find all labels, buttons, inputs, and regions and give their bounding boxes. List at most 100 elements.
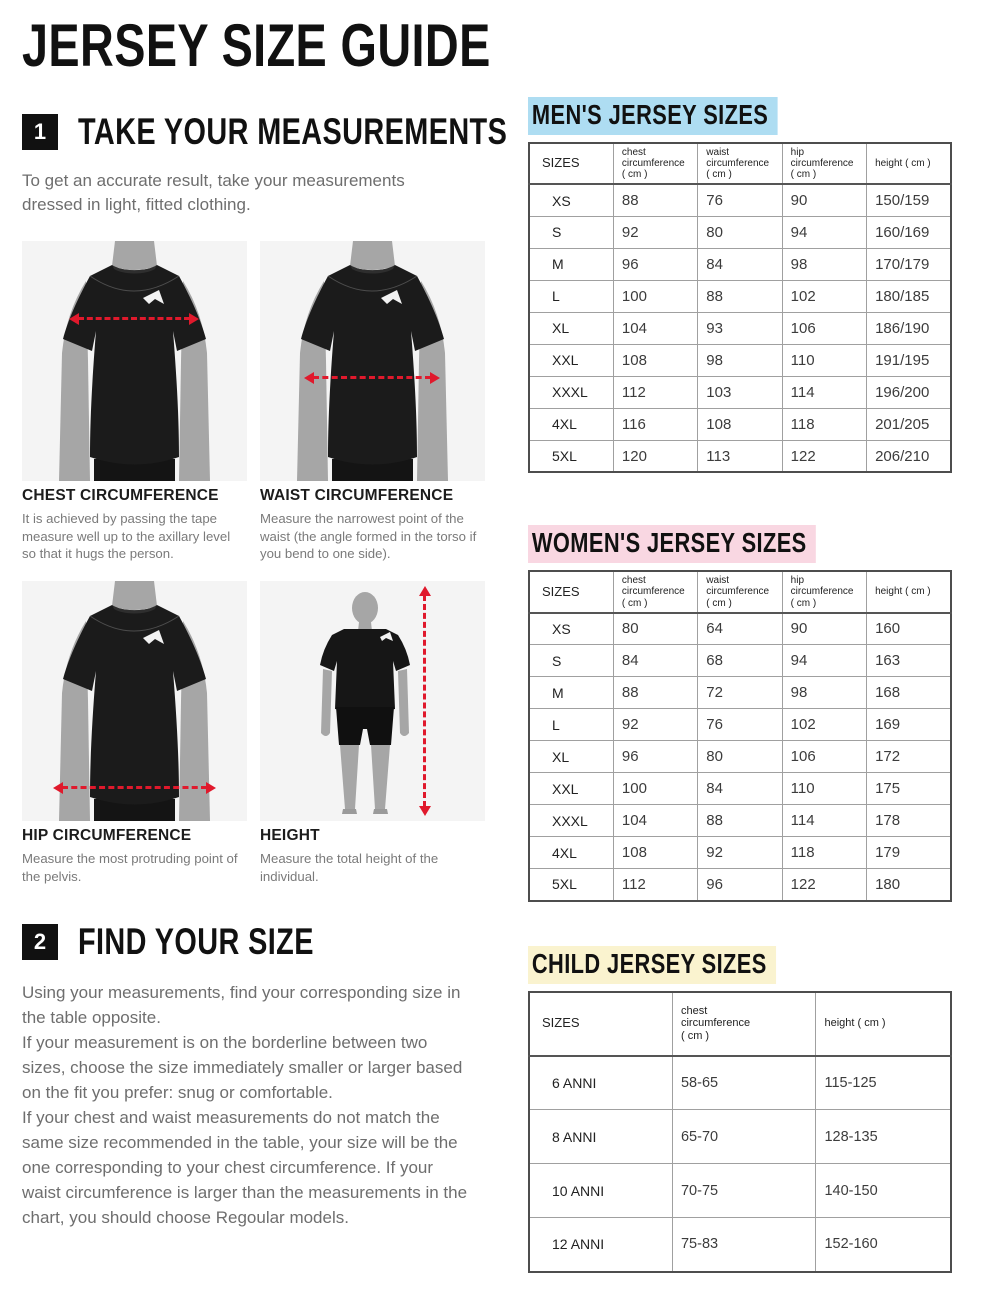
size-guide-page: JERSEY SIZE GUIDE 1 TAKE YOUR MEASUREMEN… xyxy=(22,14,952,1273)
size-label-cell: 4XL xyxy=(528,407,614,441)
column-header: hip circumference ( cm ) xyxy=(781,570,868,614)
size-value-cell: 100 xyxy=(612,772,699,806)
size-label-cell: XS xyxy=(528,612,614,646)
size-value-cell: 180/185 xyxy=(866,279,952,313)
height-measurement-image xyxy=(260,581,485,822)
size-value-cell: 104 xyxy=(612,804,699,838)
step-1-title: TAKE YOUR MEASUREMENTS xyxy=(78,111,508,152)
size-value-cell: 72 xyxy=(697,676,783,710)
table-row: XXXL 104 88 114 178 xyxy=(528,804,952,838)
size-value-cell: 64 xyxy=(697,612,783,646)
column-header: chest circumference ( cm ) xyxy=(612,570,699,614)
size-value-cell: 88 xyxy=(612,183,699,217)
size-value-cell: 120 xyxy=(612,439,699,473)
size-value-cell: 180 xyxy=(866,868,952,902)
table-row: S 84 68 94 163 xyxy=(528,644,952,678)
chest-arrow-icon xyxy=(69,313,199,326)
size-value-cell: 140-150 xyxy=(815,1163,952,1219)
size-label-cell: 5XL xyxy=(528,868,614,902)
size-value-cell: 115-125 xyxy=(815,1055,952,1111)
header-row: SIZES chest circumference ( cm ) height ( … xyxy=(528,991,952,1057)
size-tables-column: MEN'S JERSEY SIZES SIZES chest circumfere… xyxy=(528,77,952,1273)
size-label-cell: 5XL xyxy=(528,439,614,473)
size-value-cell: 169 xyxy=(866,708,952,742)
size-label-cell: XXXL xyxy=(528,375,614,409)
womens-sizes-section: WOMEN'S JERSEY SIZES SIZES chest circumfe… xyxy=(528,525,952,902)
table-row: 4XL 108 92 118 179 xyxy=(528,836,952,870)
size-value-cell: 112 xyxy=(612,868,699,902)
size-value-cell: 84 xyxy=(697,247,783,281)
size-value-cell: 70-75 xyxy=(671,1163,817,1219)
size-value-cell: 92 xyxy=(697,836,783,870)
size-value-cell: 108 xyxy=(612,343,699,377)
size-value-cell: 88 xyxy=(697,804,783,838)
size-value-cell: 65-70 xyxy=(671,1109,817,1165)
step-2-header: 2 FIND YOUR SIZE xyxy=(22,921,492,963)
waist-measurement-figure: WAIST CIRCUMFERENCE Measure the narrowes… xyxy=(260,241,485,581)
size-value-cell: 112 xyxy=(612,375,699,409)
measurement-description: Measure the total height of the individu… xyxy=(260,851,439,884)
header-row: SIZES chest circumference ( cm ) waist cir… xyxy=(528,142,952,186)
size-label-cell: L xyxy=(528,708,614,742)
measurement-grid: CHEST CIRCUMFERENCE It is achieved by pa… xyxy=(22,241,492,921)
size-value-cell: 92 xyxy=(612,215,699,249)
size-value-cell: 98 xyxy=(781,247,868,281)
size-value-cell: 170/179 xyxy=(866,247,952,281)
size-value-cell: 90 xyxy=(781,183,868,217)
measurement-label: HEIGHT xyxy=(260,827,320,845)
womens-size-table: SIZES chest circumference ( cm ) waist cir… xyxy=(528,570,952,902)
size-value-cell: 104 xyxy=(612,311,699,345)
size-label-cell: L xyxy=(528,279,614,313)
column-header: SIZES xyxy=(528,991,673,1057)
size-value-cell: 114 xyxy=(781,375,868,409)
size-value-cell: 122 xyxy=(781,868,868,902)
measurement-label: WAIST CIRCUMFERENCE xyxy=(260,487,454,505)
step-1-intro: To get an accurate result, take your mea… xyxy=(22,171,405,215)
table-row: 6 ANNI 58-65 115-125 xyxy=(528,1055,952,1111)
table-row: XXL 108 98 110 191/195 xyxy=(528,343,952,377)
table-row: 12 ANNI 75-83 152-160 xyxy=(528,1217,952,1273)
table-row: 5XL 112 96 122 180 xyxy=(528,868,952,902)
size-label-cell: 12 ANNI xyxy=(528,1217,673,1273)
mens-sizes-section: MEN'S JERSEY SIZES SIZES chest circumfere… xyxy=(528,97,952,474)
table-row: XS 88 76 90 150/159 xyxy=(528,183,952,217)
hip-arrow-icon xyxy=(53,782,216,795)
size-value-cell: 122 xyxy=(781,439,868,473)
size-label-cell: S xyxy=(528,644,614,678)
measurement-description: It is achieved by passing the tape measu… xyxy=(22,511,231,562)
size-value-cell: 103 xyxy=(697,375,783,409)
size-value-cell: 178 xyxy=(866,804,952,838)
torso-mannequin-graphic xyxy=(260,241,485,482)
size-value-cell: 201/205 xyxy=(866,407,952,441)
size-label-cell: XL xyxy=(528,740,614,774)
size-value-cell: 93 xyxy=(697,311,783,345)
mens-size-table: SIZES chest circumference ( cm ) waist cir… xyxy=(528,141,952,474)
size-value-cell: 96 xyxy=(612,247,699,281)
size-label-cell: S xyxy=(528,215,614,249)
size-value-cell: 191/195 xyxy=(866,343,952,377)
size-value-cell: 116 xyxy=(612,407,699,441)
size-value-cell: 152-160 xyxy=(815,1217,952,1273)
table-row: XL 96 80 106 172 xyxy=(528,740,952,774)
table-row: M 88 72 98 168 xyxy=(528,676,952,710)
size-value-cell: 80 xyxy=(697,215,783,249)
waist-arrow-icon xyxy=(304,372,440,385)
instructions-column: 1 TAKE YOUR MEASUREMENTS To get an accur… xyxy=(22,77,507,1231)
size-value-cell: 90 xyxy=(781,612,868,646)
size-value-cell: 88 xyxy=(697,279,783,313)
table-row: XS 80 64 90 160 xyxy=(528,612,952,646)
step-1-header: 1 TAKE YOUR MEASUREMENTS xyxy=(22,111,507,153)
table-row: 5XL 120 113 122 206/210 xyxy=(528,439,952,473)
child-sizes-section: CHILD JERSEY SIZES SIZES chest circumfere… xyxy=(528,945,952,1273)
step-2-badge: 2 xyxy=(22,924,58,961)
size-value-cell: 168 xyxy=(866,676,952,710)
table-row: S 92 80 94 160/169 xyxy=(528,215,952,249)
size-value-cell: 98 xyxy=(697,343,783,377)
size-value-cell: 80 xyxy=(697,740,783,774)
full-body-mannequin-graphic xyxy=(260,581,485,822)
size-value-cell: 106 xyxy=(781,740,868,774)
size-label-cell: 8 ANNI xyxy=(528,1109,673,1165)
size-value-cell: 172 xyxy=(866,740,952,774)
chest-measurement-figure: CHEST CIRCUMFERENCE It is achieved by pa… xyxy=(22,241,247,581)
size-label-cell: XXL xyxy=(528,772,614,806)
